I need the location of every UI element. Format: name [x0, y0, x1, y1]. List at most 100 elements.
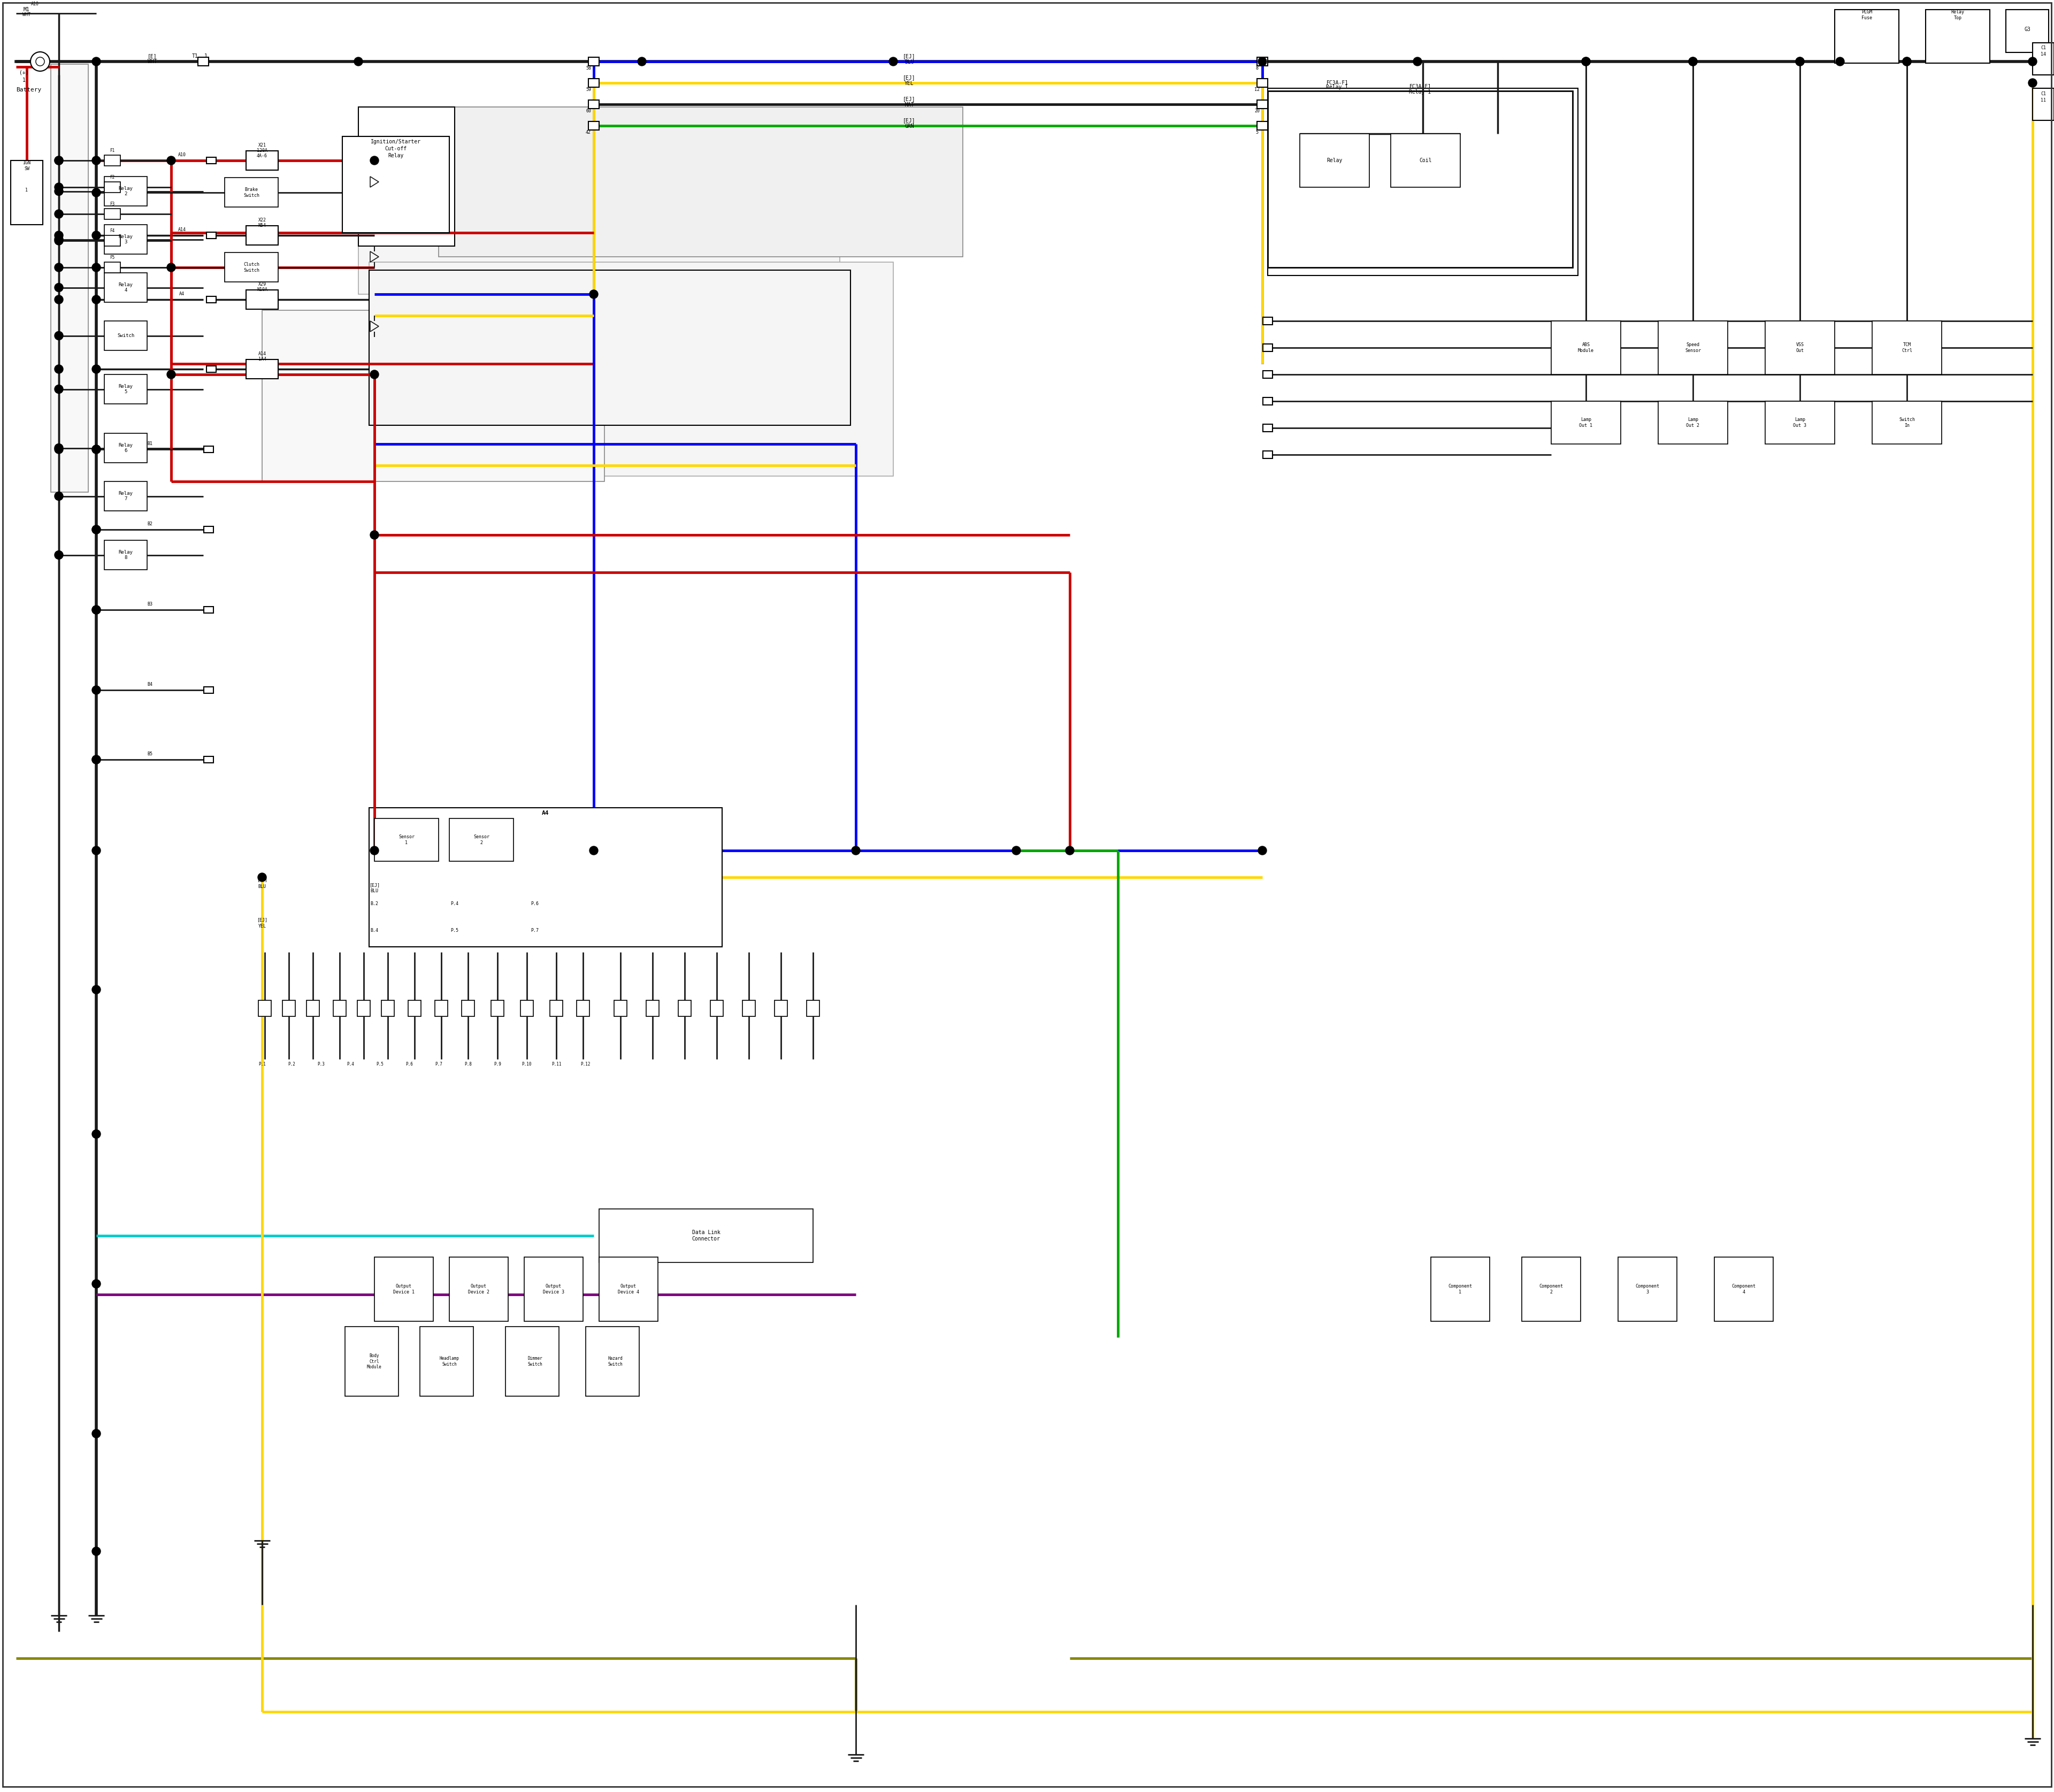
Circle shape — [55, 444, 64, 453]
Circle shape — [55, 385, 64, 394]
Text: TCM
Ctrl: TCM Ctrl — [1902, 342, 1912, 353]
Bar — [224, 177, 277, 208]
Text: BLU: BLU — [259, 883, 267, 889]
Circle shape — [589, 846, 598, 855]
Circle shape — [1413, 57, 1421, 66]
Text: P.12: P.12 — [581, 1063, 592, 1066]
Circle shape — [92, 986, 101, 995]
Bar — [246, 226, 277, 246]
Circle shape — [55, 210, 64, 219]
Circle shape — [55, 296, 64, 305]
Text: N54: N54 — [259, 224, 267, 228]
Text: X29: X29 — [259, 281, 267, 287]
Bar — [524, 1256, 583, 1321]
Text: 1A4: 1A4 — [259, 357, 267, 362]
Bar — [647, 1000, 659, 1016]
Bar — [450, 1256, 507, 1321]
Bar — [1263, 452, 1273, 459]
Circle shape — [92, 296, 101, 305]
Text: 1: 1 — [23, 77, 25, 82]
Text: F4: F4 — [109, 229, 115, 233]
Bar — [585, 1326, 639, 1396]
Text: A14: A14 — [259, 351, 267, 357]
Text: T1: T1 — [191, 54, 197, 59]
Bar — [370, 271, 850, 425]
Text: P.11: P.11 — [550, 1063, 561, 1066]
Circle shape — [92, 846, 101, 855]
Text: Relay: Relay — [388, 152, 405, 158]
Circle shape — [55, 332, 64, 340]
Bar — [203, 607, 214, 613]
Text: Relay
2: Relay 2 — [119, 186, 134, 197]
Circle shape — [92, 686, 101, 694]
Bar — [1257, 79, 1267, 88]
Bar — [207, 233, 216, 238]
Circle shape — [166, 371, 175, 378]
Text: FC3A-F1: FC3A-F1 — [1327, 81, 1347, 86]
Circle shape — [55, 283, 64, 292]
Text: Relay 1: Relay 1 — [1327, 84, 1347, 90]
Bar — [1522, 1256, 1582, 1321]
Text: P.4: P.4 — [450, 901, 458, 907]
Bar — [1658, 401, 1727, 444]
Bar — [105, 375, 148, 403]
Text: 1: 1 — [25, 188, 29, 192]
Circle shape — [92, 1279, 101, 1288]
Text: 42: 42 — [585, 131, 592, 134]
Text: X22: X22 — [259, 219, 267, 222]
Circle shape — [55, 156, 64, 165]
Circle shape — [55, 183, 64, 192]
Circle shape — [92, 366, 101, 373]
Bar — [505, 1326, 559, 1396]
Bar — [614, 1000, 626, 1016]
Bar — [370, 808, 723, 946]
Text: Component
3: Component 3 — [1635, 1285, 1660, 1294]
Text: P.5: P.5 — [450, 928, 458, 934]
Text: BLU: BLU — [370, 889, 378, 892]
Bar — [520, 1000, 534, 1016]
Circle shape — [1795, 57, 1803, 66]
Circle shape — [1902, 57, 1910, 66]
Bar — [2007, 9, 2048, 52]
Text: 12: 12 — [1255, 88, 1259, 91]
Text: P.4: P.4 — [347, 1063, 353, 1066]
Text: P.5: P.5 — [376, 1063, 384, 1066]
Circle shape — [1013, 846, 1021, 855]
Text: [EJ]: [EJ] — [904, 97, 916, 102]
Text: B5: B5 — [148, 753, 152, 756]
Bar — [1267, 91, 1573, 267]
Circle shape — [55, 263, 64, 272]
Text: Data Link
Connector: Data Link Connector — [692, 1229, 721, 1242]
Bar — [105, 539, 148, 570]
Bar — [1551, 321, 1621, 375]
Bar — [343, 136, 450, 233]
Text: Sensor
1: Sensor 1 — [398, 835, 415, 846]
Circle shape — [92, 754, 101, 763]
Circle shape — [1257, 57, 1267, 66]
Text: [EJ]: [EJ] — [904, 118, 916, 124]
Circle shape — [353, 57, 364, 66]
Text: Coil: Coil — [1419, 158, 1432, 163]
Text: [EJ]: [EJ] — [904, 75, 916, 81]
Circle shape — [92, 57, 101, 66]
Bar — [678, 1000, 690, 1016]
Text: [E]: [E] — [148, 54, 158, 59]
Circle shape — [2027, 79, 2038, 88]
Text: G3: G3 — [2023, 27, 2031, 32]
Text: B.4: B.4 — [370, 928, 378, 934]
Text: 14: 14 — [2040, 52, 2046, 57]
Text: ABS
Module: ABS Module — [1577, 342, 1594, 353]
Text: Dimmer
Switch: Dimmer Switch — [528, 1357, 542, 1367]
Text: C1: C1 — [2040, 47, 2046, 50]
Circle shape — [92, 1129, 101, 1138]
Bar — [1391, 134, 1460, 186]
Bar — [306, 1000, 318, 1016]
Bar — [259, 1000, 271, 1016]
Text: YEL: YEL — [904, 81, 914, 86]
Bar — [550, 1000, 563, 1016]
Bar — [491, 1000, 503, 1016]
Text: VSS
Out: VSS Out — [1795, 342, 1803, 353]
Circle shape — [55, 156, 64, 165]
Bar — [1658, 321, 1727, 375]
Bar — [587, 57, 600, 66]
